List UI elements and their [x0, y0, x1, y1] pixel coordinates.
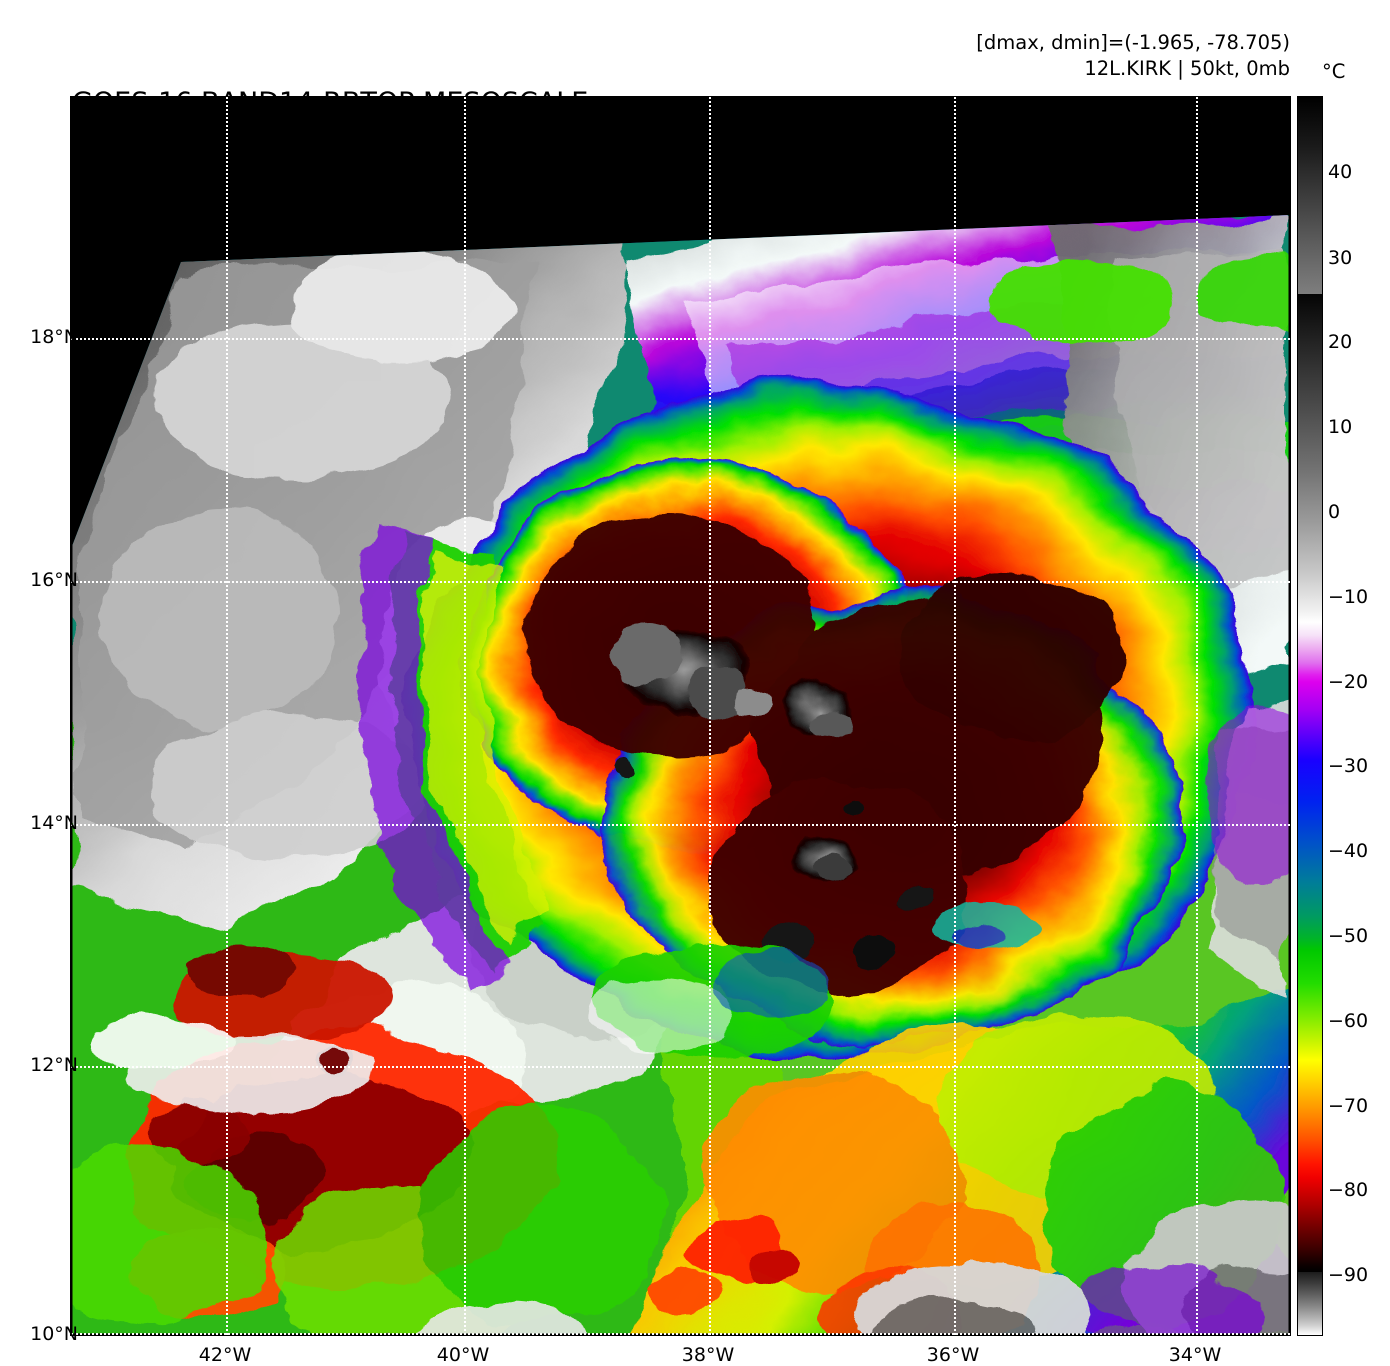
xtick-label-34w: 34°W — [1168, 1344, 1222, 1366]
gridline-lat-18n — [71, 338, 1290, 340]
gridline-lon-38w — [709, 97, 711, 1335]
colorbar-segment-magenta-blue — [1298, 682, 1322, 760]
cbtick-m20: −20 — [1328, 671, 1369, 693]
colorbar-segment-white-magenta — [1298, 622, 1322, 682]
satellite-image-plot: Copyright © 2020-2024 Dapiya — [70, 96, 1291, 1336]
cbtick-m30: −30 — [1328, 755, 1369, 777]
xtick-label-36w: 36°W — [926, 1344, 980, 1366]
gridline-lat-12n — [71, 1066, 1290, 1068]
ytick-label-18n: 18°N — [30, 326, 78, 348]
ytick-label-16n: 16°N — [30, 569, 78, 591]
colorbar-segment-mid-gray — [1298, 294, 1322, 622]
gridline-lon-36w — [954, 97, 956, 1335]
colorbar-segment-cold-gray — [1298, 1272, 1322, 1335]
gridline-lon-42w — [226, 97, 228, 1335]
cbtick-0: 0 — [1328, 501, 1341, 523]
cbtick-m40: −40 — [1328, 840, 1369, 862]
gridline-lat-10n — [71, 1333, 1290, 1335]
cbtick-m70: −70 — [1328, 1095, 1369, 1117]
cbtick-m60: −60 — [1328, 1010, 1369, 1032]
xtick-label-40w: 40°W — [436, 1344, 490, 1366]
colorbar-segment-red-black — [1298, 1178, 1322, 1272]
cbtick-20: 20 — [1328, 331, 1353, 353]
ytick-label-14n: 14°N — [30, 812, 78, 834]
colorbar — [1297, 96, 1323, 1336]
colorbar-segment-blue-green — [1298, 760, 1322, 950]
xtick-label-38w: 38°W — [681, 1344, 735, 1366]
gridline-lat-14n — [71, 824, 1290, 826]
annotation-block: [dmax, dmin]=(-1.965, -78.705) 12L.KIRK … — [976, 30, 1290, 82]
colorbar-segment-green-yellow — [1298, 950, 1322, 1060]
xtick-label-42w: 42°W — [198, 1344, 252, 1366]
cbtick-30: 30 — [1328, 247, 1353, 269]
gridline-lon-34w — [1196, 97, 1198, 1335]
colorbar-units-label: °C — [1322, 60, 1346, 83]
colorbar-tick-labels: 40 30 20 10 0 −10 −20 −30 −40 −50 −60 −7… — [1328, 96, 1388, 1334]
dmax-dmin-label: [dmax, dmin]=(-1.965, -78.705) — [976, 31, 1290, 54]
cbtick-40: 40 — [1328, 161, 1353, 183]
ir-brightness-temperature-raster — [71, 97, 1290, 1335]
gridline-lat-16n — [71, 581, 1290, 583]
cbtick-m10: −10 — [1328, 586, 1369, 608]
storm-info-label: 12L.KIRK | 50kt, 0mb — [1084, 57, 1290, 80]
gridline-lon-40w — [464, 97, 466, 1335]
cbtick-m80: −80 — [1328, 1179, 1369, 1201]
ytick-label-10n: 10°N — [30, 1323, 78, 1345]
cbtick-m90: −90 — [1328, 1264, 1369, 1286]
colorbar-segment-yellow-red — [1298, 1060, 1322, 1178]
cbtick-m50: −50 — [1328, 925, 1369, 947]
cbtick-10: 10 — [1328, 416, 1353, 438]
ytick-label-12n: 12°N — [30, 1054, 78, 1076]
colorbar-segment-warm-gray — [1298, 97, 1322, 294]
